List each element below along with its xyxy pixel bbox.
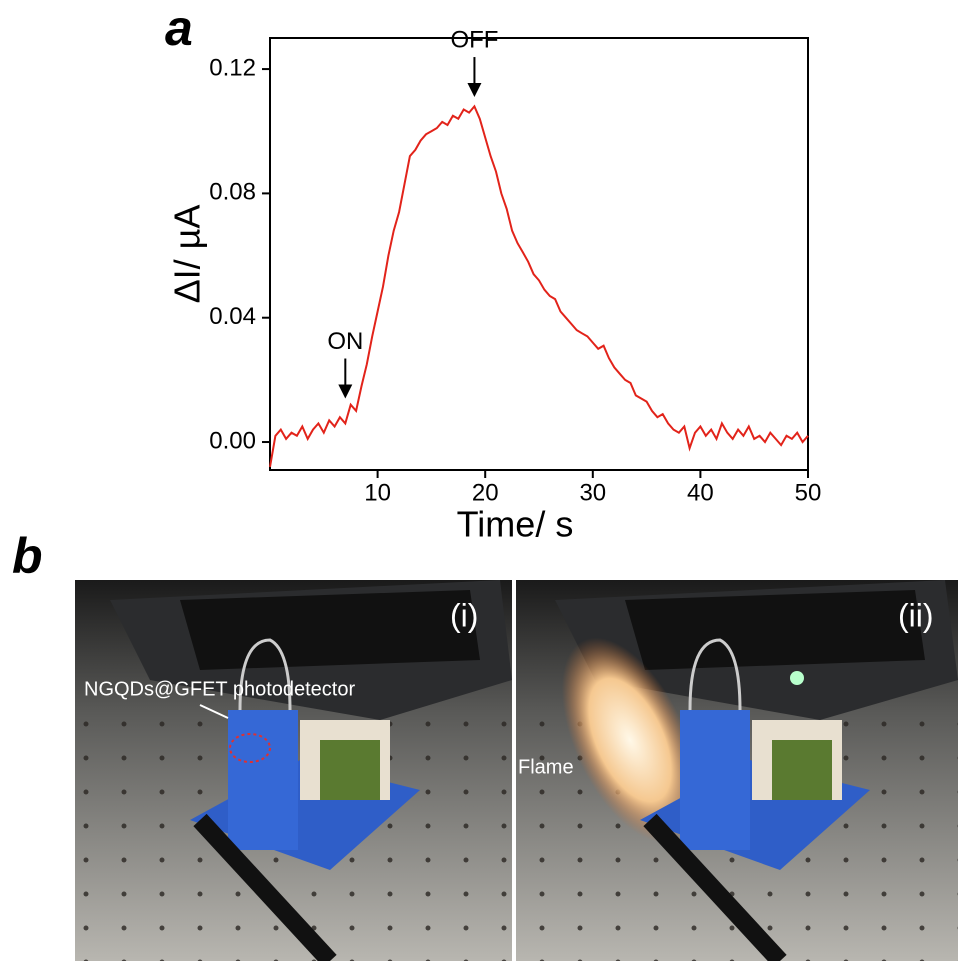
x-tick-label: 40 — [687, 479, 714, 506]
panel-label: b — [12, 528, 43, 584]
x-tick-label: 10 — [364, 479, 391, 506]
y-tick-label: 0.12 — [209, 54, 256, 81]
photo — [75, 580, 512, 961]
annotation-text: OFF — [450, 26, 498, 53]
photo-annotation: Flame — [518, 756, 574, 778]
data-line — [269, 104, 809, 468]
y-tick-label: 0.04 — [209, 303, 256, 330]
y-axis-label: ΔI/ µA — [167, 205, 208, 304]
plot-frame — [269, 37, 809, 471]
x-tick-label: 50 — [795, 479, 822, 506]
annotation-text: ON — [327, 328, 363, 355]
x-tick-label: 20 — [472, 479, 499, 506]
y-tick-label: 0.00 — [209, 427, 256, 454]
x-axis-label: Time/ s — [457, 504, 574, 545]
x-tick-label: 30 — [579, 479, 606, 506]
panel-label: a — [165, 0, 193, 56]
annotation-arrowhead — [467, 83, 482, 98]
photo-label: (i) — [450, 597, 478, 633]
photo — [516, 580, 958, 961]
photo-label: (ii) — [898, 597, 934, 633]
photo-annotation: NGQDs@GFET photodetector — [84, 678, 355, 700]
y-tick-label: 0.08 — [209, 179, 256, 206]
annotation-arrowhead — [338, 384, 353, 399]
